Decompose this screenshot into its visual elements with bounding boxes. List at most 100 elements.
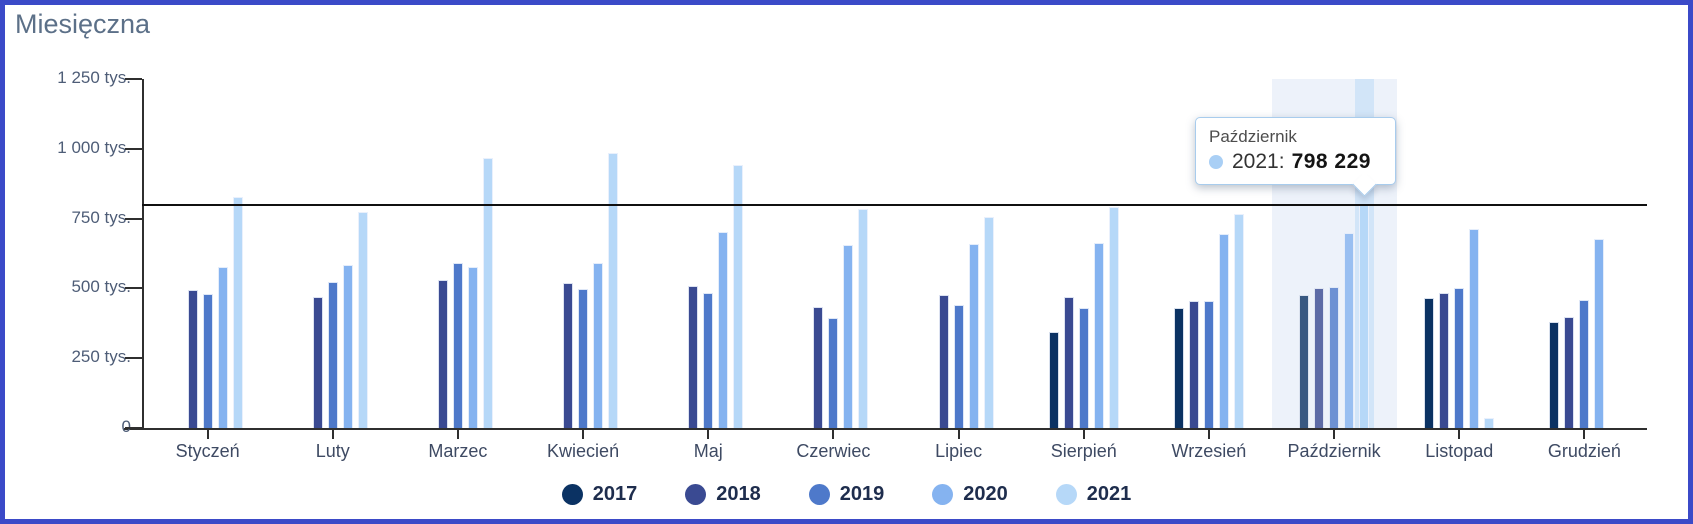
bar-2018-2[interactable] [312, 297, 323, 428]
bar-2019-11[interactable] [1454, 288, 1465, 428]
bar-2018-7[interactable] [938, 295, 949, 428]
bar-2021-8[interactable] [1108, 207, 1119, 428]
legend-item-2019[interactable]: 2019 [808, 483, 885, 506]
bar-2019-8[interactable] [1078, 308, 1089, 428]
bar-2021-11[interactable] [1484, 418, 1495, 428]
bar-2020-3[interactable] [467, 267, 478, 428]
legend-dot-2018 [685, 484, 707, 505]
x-tick-label-1: Styczeń [175, 441, 240, 461]
x-tick-label-9: Wrzesień [1171, 441, 1247, 461]
x-tick-mark [1333, 428, 1336, 439]
bar-2018-10[interactable] [1314, 288, 1325, 428]
x-tick-label-6: Czerwiec [796, 441, 871, 461]
y-tick-mark [125, 287, 142, 290]
bar-2020-8[interactable] [1093, 243, 1104, 428]
bar-2019-4[interactable] [578, 289, 589, 428]
y-tick-label: 1 000 tys. [57, 137, 131, 157]
y-tick-label: 500 tys. [71, 277, 131, 297]
bar-2019-10[interactable] [1329, 287, 1340, 428]
plot-area [145, 79, 1647, 428]
y-tick-label: 750 tys. [71, 207, 131, 227]
bar-2021-7[interactable] [983, 217, 994, 428]
bar-2019-7[interactable] [953, 305, 964, 428]
bar-2018-4[interactable] [563, 283, 574, 428]
bar-2017-9[interactable] [1173, 308, 1184, 428]
bar-2019-2[interactable] [327, 282, 338, 428]
legend-label-2018: 2018 [716, 483, 761, 505]
bar-2017-10[interactable] [1299, 295, 1310, 428]
bar-2018-3[interactable] [437, 280, 448, 428]
x-tick-mark [206, 428, 209, 439]
legend-label-2021: 2021 [1086, 483, 1132, 505]
legend-label-2017: 2017 [592, 483, 638, 505]
bar-2020-10[interactable] [1344, 233, 1355, 428]
bar-2019-5[interactable] [703, 293, 714, 428]
y-tick-mark [125, 78, 142, 80]
bar-2019-12[interactable] [1579, 300, 1590, 428]
bar-2020-7[interactable] [968, 244, 979, 428]
bar-2020-6[interactable] [843, 245, 854, 428]
legend-label-2019: 2019 [839, 483, 885, 505]
legend-item-2021[interactable]: 2021 [1055, 483, 1132, 506]
tooltip-value: 798 229 [1291, 150, 1371, 173]
bar-2020-2[interactable] [342, 265, 353, 428]
bar-2019-3[interactable] [452, 263, 463, 428]
bar-2020-1[interactable] [217, 267, 228, 428]
x-tick-mark [331, 428, 334, 439]
legend-dot-2020 [932, 484, 954, 505]
tooltip-row: 2021: 798 229 [1209, 150, 1377, 174]
y-tick-label: 250 tys. [71, 347, 131, 367]
bar-2018-9[interactable] [1188, 301, 1199, 428]
legend-item-2018[interactable]: 2018 [685, 483, 761, 506]
bar-2017-8[interactable] [1048, 332, 1059, 428]
bar-2020-4[interactable] [593, 263, 604, 428]
bar-2019-1[interactable] [202, 294, 213, 428]
x-tick-label-8: Sierpień [1050, 441, 1117, 461]
x-tick-mark [1583, 428, 1586, 439]
legend-item-2017[interactable]: 2017 [561, 483, 638, 506]
x-tick-label-7: Lipiec [935, 441, 983, 461]
bar-2020-9[interactable] [1218, 234, 1229, 428]
x-tick-label-4: Kwiecień [547, 441, 620, 461]
x-tick-label-11: Listopad [1425, 441, 1494, 461]
bar-2021-1[interactable] [232, 197, 243, 428]
y-tick-mark [125, 427, 142, 429]
bar-2018-1[interactable] [187, 290, 198, 428]
bar-2021-6[interactable] [858, 209, 869, 428]
bar-2018-12[interactable] [1564, 317, 1575, 428]
bar-2021-10[interactable] [1359, 205, 1370, 428]
bar-2021-5[interactable] [733, 165, 744, 428]
y-tick-label: 0 [19, 417, 131, 437]
bar-2017-11[interactable] [1424, 298, 1435, 428]
bar-2018-6[interactable] [813, 307, 824, 428]
y-tick-label: 1 250 tys. [57, 68, 131, 87]
bar-2021-9[interactable] [1233, 214, 1244, 428]
bar-2021-4[interactable] [608, 153, 619, 428]
bar-2019-9[interactable] [1203, 301, 1214, 428]
bar-2021-2[interactable] [357, 212, 368, 428]
x-tick-mark [1082, 428, 1085, 439]
tooltip-series-label: 2021: [1232, 150, 1285, 173]
bar-2020-12[interactable] [1594, 239, 1605, 428]
y-tick-mark [125, 357, 142, 360]
bar-2018-8[interactable] [1063, 297, 1074, 428]
tooltip-category: Październik [1209, 127, 1297, 146]
x-tick-mark [582, 428, 585, 439]
bar-2019-6[interactable] [828, 318, 839, 428]
legend-dot-2019 [808, 484, 830, 505]
x-tick-label-5: Maj [693, 441, 723, 461]
y-axis-line [142, 79, 144, 430]
bar-2021-3[interactable] [482, 158, 493, 428]
bar-2020-11[interactable] [1469, 229, 1480, 428]
bar-2017-12[interactable] [1549, 322, 1560, 428]
x-tick-mark [957, 428, 960, 439]
x-tick-label-2: Luty [315, 441, 350, 461]
bar-2018-5[interactable] [688, 286, 699, 428]
legend-item-2020[interactable]: 2020 [932, 483, 1008, 506]
x-tick-label-10: Październik [1287, 441, 1381, 461]
bar-2020-5[interactable] [718, 232, 729, 428]
tooltip-series-dot [1209, 155, 1223, 169]
bar-2018-11[interactable] [1439, 293, 1450, 428]
legend: 2017 2018 2019 2020 2021 [5, 483, 1688, 506]
